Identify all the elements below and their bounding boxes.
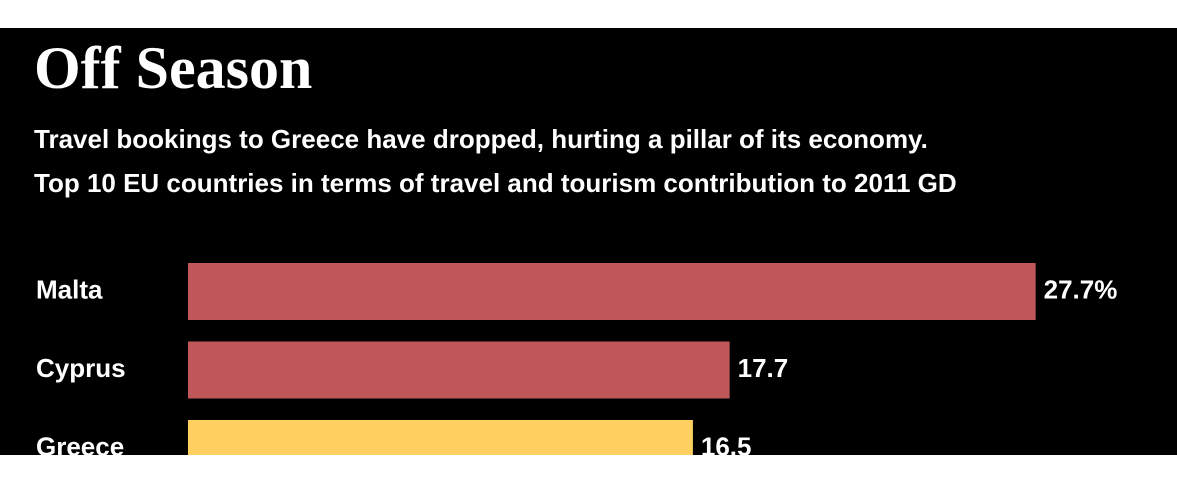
bar [188, 420, 693, 455]
subtitle: Top 10 EU countries in terms of travel a… [34, 168, 957, 198]
bar [188, 263, 1036, 320]
plot: Off Season Travel bookings to Greece hav… [34, 35, 1118, 461]
bar [188, 341, 730, 399]
subtitle: Travel bookings to Greece have dropped, … [34, 124, 928, 154]
value-label: 17.7 [738, 353, 789, 383]
chart-title: Off Season [34, 35, 312, 101]
value-label: 16.5 [701, 431, 752, 461]
category-label: Malta [36, 274, 103, 304]
category-label: Cyprus [36, 353, 126, 383]
category-label: Greece [36, 431, 124, 461]
value-label: 27.7% [1044, 274, 1118, 304]
